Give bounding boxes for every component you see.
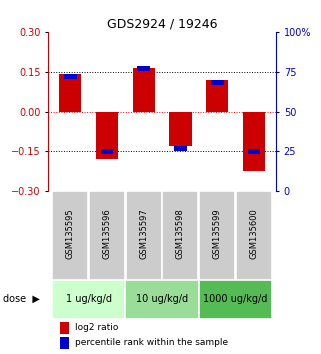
- Bar: [59, 74, 81, 112]
- Text: GSM135597: GSM135597: [139, 208, 148, 259]
- Bar: [100, 149, 113, 154]
- Bar: [126, 191, 162, 280]
- Bar: [211, 80, 224, 85]
- Bar: [60, 337, 69, 349]
- Bar: [52, 280, 125, 319]
- Bar: [236, 191, 272, 280]
- Text: log2 ratio: log2 ratio: [75, 323, 119, 332]
- Bar: [133, 68, 155, 112]
- Text: 10 ug/kg/d: 10 ug/kg/d: [136, 294, 188, 304]
- Text: percentile rank within the sample: percentile rank within the sample: [75, 338, 229, 347]
- Bar: [96, 112, 118, 159]
- Text: GSM135599: GSM135599: [213, 208, 222, 259]
- Text: GSM135600: GSM135600: [249, 208, 258, 259]
- Title: GDS2924 / 19246: GDS2924 / 19246: [107, 18, 217, 31]
- Text: GSM135598: GSM135598: [176, 208, 185, 259]
- Bar: [137, 66, 150, 71]
- Text: 1 ug/kg/d: 1 ug/kg/d: [65, 294, 112, 304]
- Bar: [206, 80, 228, 112]
- Bar: [199, 280, 273, 319]
- Text: 1000 ug/kg/d: 1000 ug/kg/d: [204, 294, 268, 304]
- Text: GSM135596: GSM135596: [102, 208, 111, 259]
- Bar: [89, 191, 125, 280]
- Bar: [60, 322, 69, 334]
- Bar: [64, 74, 77, 79]
- Text: GSM135595: GSM135595: [66, 208, 75, 259]
- Text: dose  ▶: dose ▶: [3, 294, 40, 304]
- Bar: [162, 191, 198, 280]
- Bar: [52, 191, 88, 280]
- Bar: [169, 112, 192, 146]
- Bar: [243, 112, 265, 171]
- Bar: [125, 280, 199, 319]
- Bar: [247, 149, 260, 154]
- Bar: [174, 146, 187, 150]
- Bar: [199, 191, 235, 280]
